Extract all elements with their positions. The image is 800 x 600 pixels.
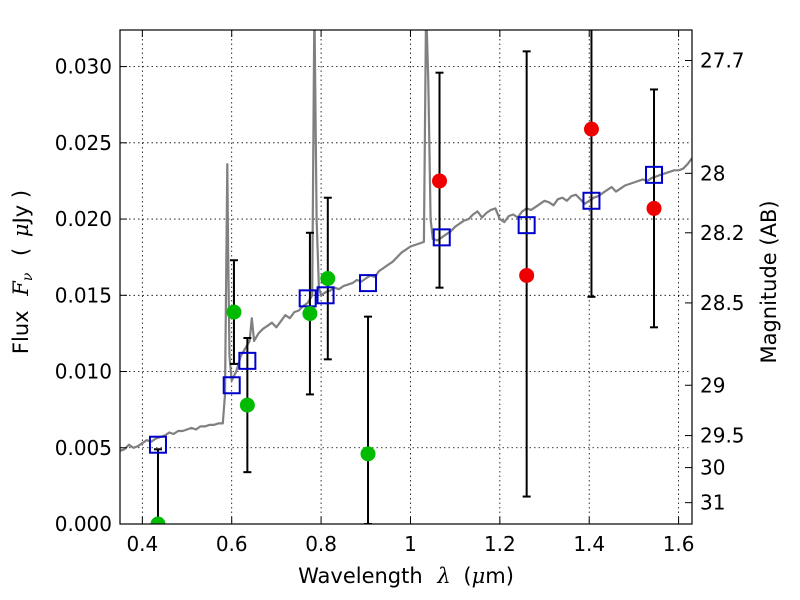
model-point	[148, 435, 167, 454]
y2-tick-label: 30	[700, 456, 725, 480]
y-tick-label: 0.025	[55, 131, 112, 155]
x-tick-label: 0.8	[305, 532, 337, 556]
green-point	[239, 397, 255, 413]
green-point	[150, 516, 166, 524]
y2-tick-label: 28	[700, 161, 725, 185]
x-tick-label: 1.6	[663, 532, 695, 556]
red-point	[519, 267, 535, 283]
y-tick-label: 0.020	[55, 207, 112, 231]
x-axis-label-unit: m)	[485, 564, 514, 588]
x-tick-label: 0.6	[216, 532, 248, 556]
x-tick-label: 0.4	[126, 532, 158, 556]
y2-tick-label: 31	[700, 491, 725, 515]
y-tick-label: 0.005	[55, 436, 112, 460]
model-point	[298, 289, 317, 308]
x-axis-label-var: λ	[436, 564, 450, 588]
red-point	[432, 173, 448, 189]
y2-tick-label: 28.5	[700, 291, 745, 315]
y-tick-label: 0.010	[55, 360, 112, 384]
y2-tick-label: 29.5	[700, 424, 745, 448]
x-axis-label-prefix: Wavelength	[298, 564, 423, 588]
y-axis-label: Flux Fν ( μJy )	[9, 190, 37, 354]
y-tick-label: 0.000	[55, 512, 112, 536]
green-point	[302, 306, 318, 322]
y-axis-label-open: (	[9, 248, 33, 256]
model-point	[582, 191, 601, 210]
model-point	[238, 351, 257, 370]
y2-tick-label: 27.7	[700, 48, 745, 72]
model-point	[222, 376, 241, 395]
y2-tick-label: 28.2	[700, 221, 745, 245]
x-axis-label-mu: μ	[472, 564, 486, 588]
spectrum-layer	[120, 30, 692, 452]
x-tick-label: 1.2	[484, 532, 516, 556]
y-axis-label-prefix: Flux	[9, 310, 33, 354]
x-tick-label: 1	[404, 532, 417, 556]
y-axis-label-var: F	[9, 280, 33, 297]
plot-frame	[119, 29, 693, 525]
y-tick-label: 0.030	[55, 55, 112, 79]
y-tick-label: 0.015	[55, 283, 112, 307]
y-axis-label-unit: Jy )	[9, 190, 33, 226]
green-point	[360, 446, 376, 462]
x-axis-label-open: (	[463, 564, 471, 588]
ticks: 0.4 0.6 0.8 1 1.2 1.4 1.6 0.000 0.005 0.010 0.015 0…	[55, 30, 745, 556]
x-tick-label: 1.4	[573, 532, 605, 556]
green-point	[226, 304, 242, 320]
red-point	[583, 121, 599, 137]
y2-axis-label: Magnitude (AB)	[757, 200, 781, 363]
model-point	[432, 228, 451, 247]
x-axis-label: Wavelength λ (μm)	[298, 564, 514, 588]
red-point	[646, 200, 662, 216]
y-axis-label-sub: ν	[20, 272, 36, 281]
spectrum-line	[120, 30, 692, 452]
y-axis-label-mu: μ	[9, 223, 33, 237]
point-layer	[148, 121, 664, 524]
model-point	[645, 165, 664, 184]
model-point	[316, 286, 335, 305]
green-point	[320, 271, 336, 287]
y2-tick-label: 29	[700, 373, 725, 397]
errorbar-layer	[153, 30, 659, 524]
model-point	[517, 216, 536, 235]
grid	[120, 30, 692, 525]
model-point	[359, 274, 378, 293]
